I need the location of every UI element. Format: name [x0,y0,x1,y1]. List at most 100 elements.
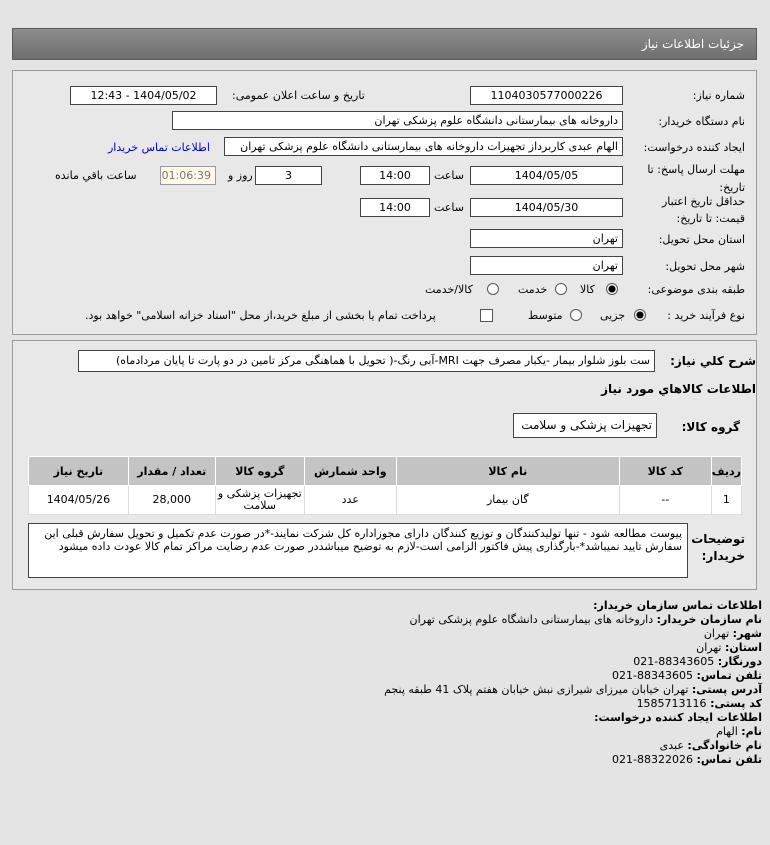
category-radio-goods[interactable] [606,283,618,298]
table-header-row: ردیف کد کالا نام کالا واحد شمارش گروه کا… [28,456,743,486]
contact-value: داروخانه های بیمارستانی دانشگاه علوم پزش… [409,613,654,626]
col-row: ردیف [710,456,743,486]
col-name: نام کالا [395,456,620,486]
col-group: گروه کالا [214,456,305,486]
creator-item: نام: الهام [716,725,762,738]
col-qty: تعداد / مقدار [127,456,216,486]
deadline-label: مهلت ارسال پاسخ: تا [647,163,745,176]
treasury-checkbox[interactable] [480,309,493,322]
notes-label: توضیحات [691,532,745,546]
validity-date-field[interactable]: 1404/05/30 [470,198,623,217]
validity-time-label: ساعت [434,201,464,214]
days-label: روز و [228,169,253,182]
col-date: تاریخ نیاز [28,456,129,486]
deadline-time-field[interactable]: 14:00 [360,166,430,185]
creator-key: نام: [741,725,762,738]
table-row: 1 -- گان بیمار عدد تجهیزات پزشکی و سلامت… [28,485,743,515]
city-label: شهر محل تحویل: [665,260,745,273]
need-number-field[interactable]: 1104030577000226 [470,86,623,105]
summary-field: ست بلوز شلوار بیمار -یکبار مصرف جهت MRI-… [78,350,655,372]
creator-value: الهام [716,725,738,738]
cell-row: 1 [710,485,743,515]
contact-item: دورنگار: 88343605-021 [633,655,762,668]
announce-field[interactable]: 1404/05/02 - 12:43 [70,86,217,105]
creator-item: نام خانوادگی: عبدی [660,739,762,752]
cell-name: گان بیمار [395,485,620,515]
contact-key: نام سازمان خریدار: [656,613,762,626]
col-unit: واحد شمارش [303,456,397,486]
contact-item: نام سازمان خریدار: داروخانه های بیمارستا… [410,613,762,626]
buyer-contact-link[interactable]: اطلاعات تماس خریدار [108,141,210,154]
contact-value: 1585713116 [636,697,707,710]
contact-item: تلفن تماس: 88343605-021 [612,669,762,682]
process-radio-minor[interactable] [634,309,646,324]
process-option-label: متوسط [528,309,563,322]
contact-item: شهر: تهران [704,627,762,640]
goods-table: ردیف کد کالا نام کالا واحد شمارش گروه کا… [28,456,743,515]
buyer-notes: پیوست مطالعه شود - تنها تولیدکنندگان و ت… [28,523,688,578]
notes-label-2: خریدار: [701,549,745,563]
deadline-date-field[interactable]: 1404/05/05 [470,166,623,185]
page-header: جزئیات اطلاعات نیاز [12,28,757,60]
days-field[interactable]: 3 [255,166,322,185]
group-field: تجهیزات پزشکی و سلامت [513,413,657,438]
creator-value: عبدی [659,739,684,752]
contact-title: اطلاعات تماس سازمان خریدار: [593,599,762,612]
cell-code: -- [618,485,712,515]
contact-key: تلفن تماس: [696,669,762,682]
category-radio-service[interactable] [555,283,567,298]
city-field[interactable]: تهران [470,256,623,275]
contact-value: 88343605-021 [633,655,715,668]
creator-item: تلفن تماس: 88322026-021 [612,753,762,766]
category-radio-both[interactable] [487,283,499,298]
contact-key: دورنگار: [717,655,762,668]
contact-value: تهران [696,641,722,654]
process-radio-medium[interactable] [570,309,582,324]
contact-key: شهر: [732,627,762,640]
page-title: جزئیات اطلاعات نیاز [641,37,744,51]
process-label: نوع فرآیند خرید : [667,309,745,322]
buyer-org-field[interactable]: داروخانه های بیمارستانی دانشگاه علوم پزش… [172,111,623,130]
contact-item: استان: تهران [696,641,762,654]
contact-key: کد پستی: [710,697,762,710]
deadline-label-2: تاریخ: [719,181,745,194]
contact-value: 88343605-021 [612,669,694,682]
summary-label: شرح کلي نياز: [670,354,756,368]
province-field[interactable]: تهران [470,229,623,248]
remaining-label: ساعت باقي مانده [55,169,137,182]
deadline-time-label: ساعت [434,169,464,182]
creator-info-title: اطلاعات ایجاد کننده درخواست: [594,711,762,724]
contact-key: استان: [725,641,762,654]
contact-value: تهران خیابان میرزای شیرازی نبش خیابان هف… [384,683,689,696]
category-label: طبقه بندی موضوعی: [647,283,745,296]
creator-label: ایجاد کننده درخواست: [643,141,745,154]
process-option-label: جزیی [600,309,626,322]
category-option-label: خدمت [518,283,548,296]
creator-field[interactable]: الهام عبدی کاربرداز تجهیزات داروخانه های… [224,137,623,156]
province-label: استان محل تحویل: [658,233,745,246]
col-code: کد کالا [618,456,712,486]
validity-label: حداقل تاریخ اعتبار [661,195,745,208]
creator-key: نام خانوادگی: [687,739,762,752]
need-number-label: شماره نیاز: [692,89,745,102]
contact-item: کد پستی: 1585713116 [637,697,762,710]
contact-key: آدرس پستی: [691,683,762,696]
payment-note: پرداخت تمام یا بخشی از مبلغ خرید،از محل … [85,309,436,322]
cell-group: تجهیزات پزشکی و سلامت [214,485,305,515]
cell-date: 1404/05/26 [28,485,129,515]
category-option-label: کالا/خدمت [425,283,473,296]
category-option-label: کالا [580,283,595,296]
validity-label-2: قیمت: تا تاریخ: [676,212,745,225]
contact-item: آدرس پستی: تهران خیابان میرزای شیرازی نب… [384,683,762,696]
group-label: گروه کالا: [681,420,740,434]
cell-qty: 28,000 [127,485,216,515]
contact-value: تهران [703,627,730,640]
cell-unit: عدد [303,485,397,515]
remaining-time-field: 01:06:39 [160,166,216,185]
creator-key: تلفن تماس: [696,753,762,766]
goods-title: اطلاعات کالاهاي مورد نياز [601,382,756,396]
announce-label: تاریخ و ساعت اعلان عمومی: [232,89,365,102]
validity-time-field[interactable]: 14:00 [360,198,430,217]
creator-value: 88322026-021 [612,753,694,766]
buyer-org-label: نام دستگاه خریدار: [658,115,745,128]
